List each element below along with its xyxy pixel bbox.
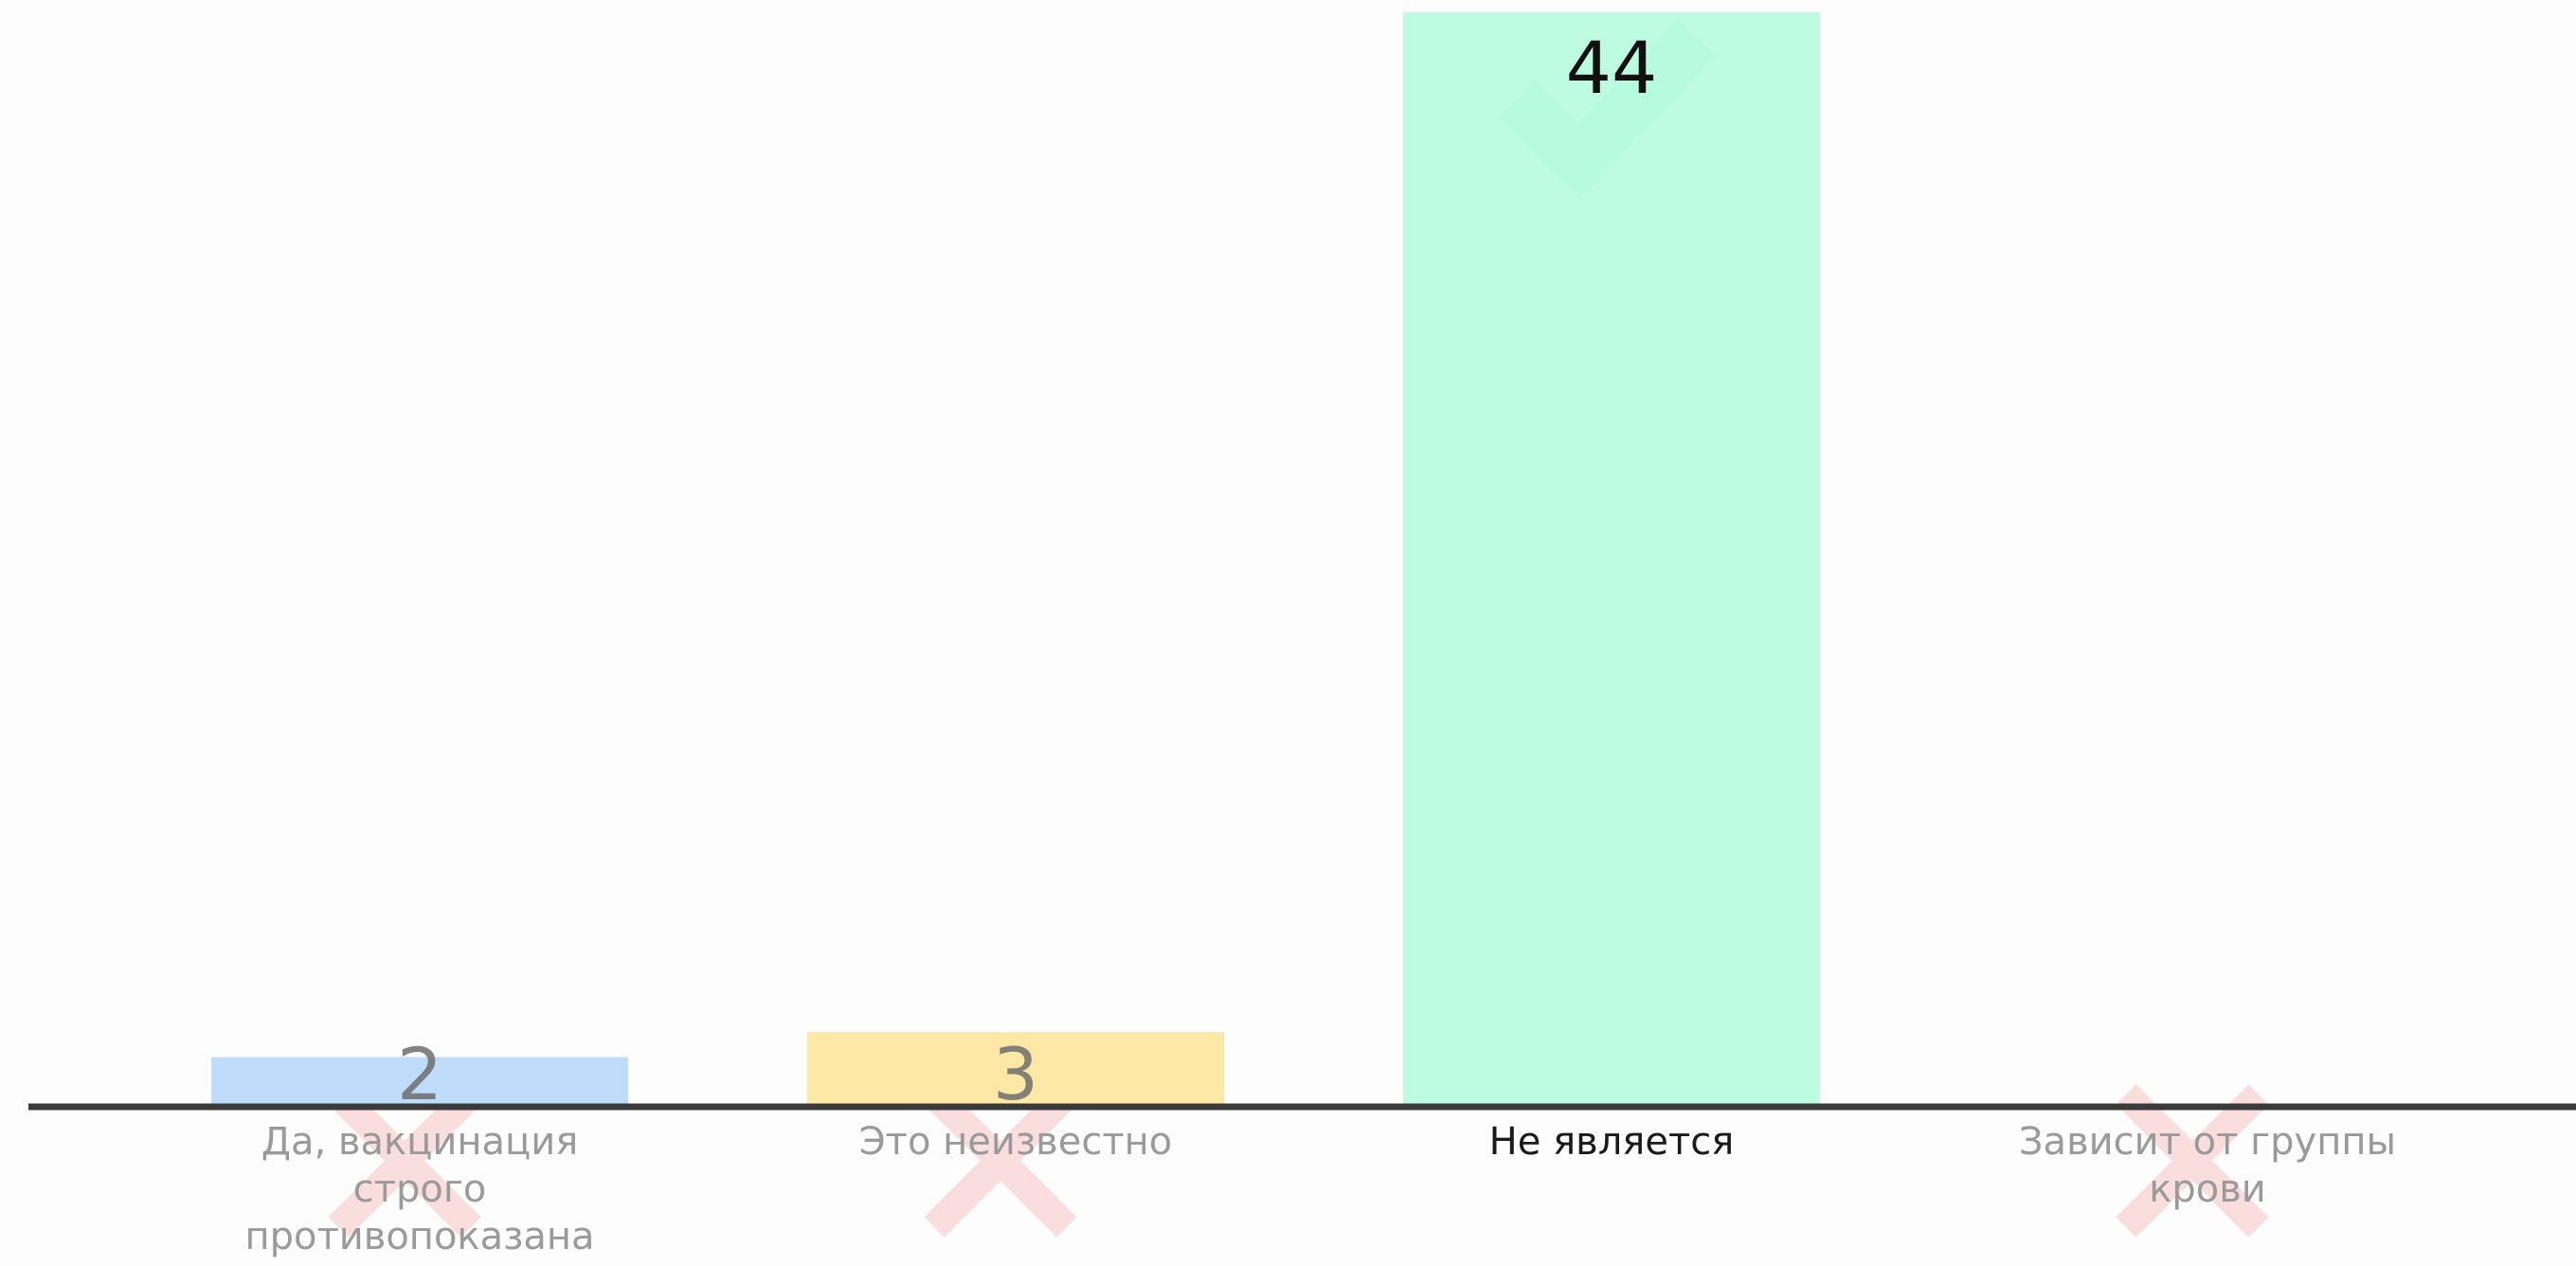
category-label: Да, вакцинация строго противопоказана: [244, 1120, 594, 1258]
cross-mark-icon: [328, 1084, 481, 1238]
data-label: 2: [397, 1032, 442, 1116]
category-label: Зависит от группы крови: [2019, 1120, 2396, 1211]
data-label: 3: [993, 1032, 1038, 1116]
category-label: Это неизвестно: [859, 1120, 1173, 1164]
category-labels: Да, вакцинация строго противопоказана Это н…: [244, 1120, 2396, 1258]
value-labels: 2 3 44: [397, 26, 1658, 1116]
bar: [807, 1032, 1224, 1107]
bar: [1403, 12, 1820, 1107]
category-label: Не является: [1489, 1120, 1735, 1164]
cross-mark-icon: [2116, 1084, 2269, 1238]
bar: [211, 1057, 628, 1107]
answer-marks: [328, 19, 2269, 1238]
data-label: 44: [1566, 26, 1658, 110]
bars: [211, 12, 1820, 1107]
cross-mark-icon: [924, 1084, 1077, 1238]
